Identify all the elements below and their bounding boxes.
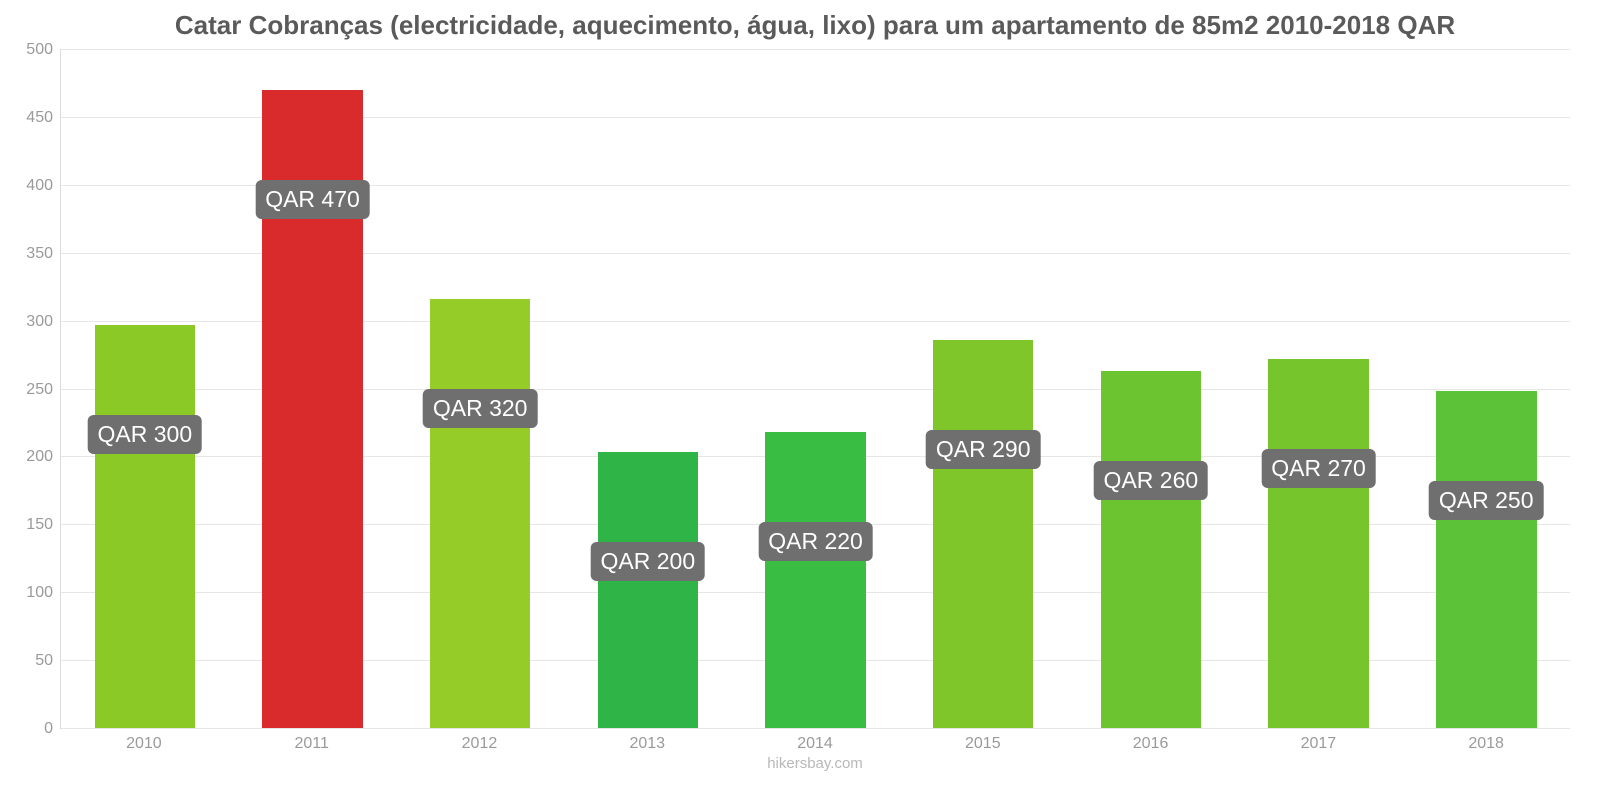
x-tick-label: 2017 (1234, 735, 1402, 753)
gridline: 0 (61, 728, 1570, 729)
y-tick-label: 450 (26, 109, 61, 127)
bar: QAR 250 (1436, 391, 1537, 728)
value-badge: QAR 250 (1429, 481, 1544, 520)
y-tick-label: 0 (44, 720, 61, 738)
value-badge: QAR 300 (88, 415, 203, 454)
y-tick-label: 400 (26, 177, 61, 195)
x-axis-labels: 201020112012201320142015201620172018 (60, 735, 1570, 753)
bar-slot: QAR 200 (564, 49, 732, 728)
y-tick-label: 200 (26, 448, 61, 466)
bar-slot: QAR 270 (1235, 49, 1403, 728)
x-tick-label: 2012 (396, 735, 564, 753)
x-tick-label: 2011 (228, 735, 396, 753)
chart-title: Catar Cobranças (electricidade, aquecime… (60, 10, 1570, 41)
bar: QAR 220 (765, 432, 866, 728)
bar: QAR 300 (95, 325, 196, 728)
value-badge: QAR 320 (423, 389, 538, 428)
bar-slot: QAR 470 (229, 49, 397, 728)
bar: QAR 260 (1101, 371, 1202, 728)
x-tick-label: 2015 (899, 735, 1067, 753)
value-badge: QAR 270 (1261, 449, 1376, 488)
bar-slot: QAR 260 (1067, 49, 1235, 728)
y-tick-label: 50 (35, 652, 61, 670)
x-tick-label: 2014 (731, 735, 899, 753)
y-tick-label: 250 (26, 381, 61, 399)
bar-slot: QAR 300 (61, 49, 229, 728)
value-badge: QAR 470 (255, 180, 370, 219)
value-badge: QAR 260 (1094, 461, 1209, 500)
chart-container: Catar Cobranças (electricidade, aquecime… (0, 0, 1600, 800)
bar: QAR 200 (598, 452, 699, 728)
bar: QAR 290 (933, 340, 1034, 728)
y-tick-label: 300 (26, 313, 61, 331)
value-badge: QAR 220 (758, 522, 873, 561)
plot-area: 050100150200250300350400450500 QAR 300QA… (60, 49, 1570, 729)
value-badge: QAR 200 (591, 542, 706, 581)
value-badge: QAR 290 (926, 430, 1041, 469)
x-tick-label: 2016 (1067, 735, 1235, 753)
y-tick-label: 150 (26, 516, 61, 534)
y-tick-label: 500 (26, 41, 61, 59)
bar-slot: QAR 290 (899, 49, 1067, 728)
bar: QAR 320 (430, 299, 531, 728)
bar-slot: QAR 220 (732, 49, 900, 728)
bars-group: QAR 300QAR 470QAR 320QAR 200QAR 220QAR 2… (61, 49, 1570, 728)
bar-slot: QAR 250 (1402, 49, 1570, 728)
y-tick-label: 350 (26, 245, 61, 263)
x-tick-label: 2018 (1402, 735, 1570, 753)
bar: QAR 470 (262, 90, 363, 728)
source-label: hikersbay.com (60, 755, 1570, 772)
x-tick-label: 2013 (563, 735, 731, 753)
y-tick-label: 100 (26, 584, 61, 602)
bar-slot: QAR 320 (396, 49, 564, 728)
x-tick-label: 2010 (60, 735, 228, 753)
bar: QAR 270 (1268, 359, 1369, 728)
